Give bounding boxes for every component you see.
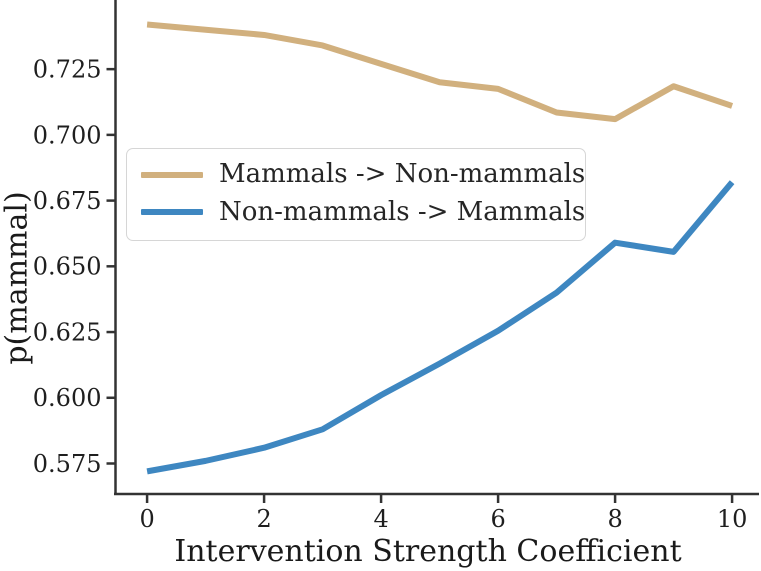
y-tick-label: 0.575 [33, 450, 102, 478]
x-tick-label: 10 [717, 505, 748, 533]
y-tick-label: 0.675 [33, 187, 102, 215]
y-tick-label: 0.700 [33, 121, 102, 149]
x-tick-label: 2 [256, 505, 271, 533]
legend-line-swatch-mammals-to-nonmammals [141, 171, 203, 178]
x-tick-label: 0 [139, 505, 154, 533]
x-tick-label: 6 [490, 505, 505, 533]
y-axis-label: p(mammal) [0, 191, 35, 365]
legend-item-mammals-to-nonmammals: Mammals -> Non-mammals [141, 160, 585, 189]
y-tick-label: 0.650 [33, 253, 102, 281]
x-tick-label: 4 [373, 505, 388, 533]
x-tick-label: 8 [607, 505, 622, 533]
legend-line-swatch-nonmammals-to-mammals [141, 209, 203, 216]
series-line-0 [146, 21, 734, 123]
x-axis-label: Intervention Strength Coefficient [174, 534, 682, 569]
y-tick-label: 0.725 [33, 56, 102, 84]
legend-label-nonmammals-to-mammals: Non-mammals -> Mammals [219, 197, 586, 227]
y-tick-label: 0.600 [33, 384, 102, 412]
legend: Mammals -> Non-mammals Non-mammals -> Ma… [126, 148, 586, 241]
y-tick-label: 0.625 [33, 318, 102, 346]
legend-label-mammals-to-nonmammals: Mammals -> Non-mammals [219, 159, 586, 190]
series-line-1 [146, 180, 735, 475]
legend-item-nonmammals-to-mammals: Non-mammals -> Mammals [141, 198, 585, 227]
